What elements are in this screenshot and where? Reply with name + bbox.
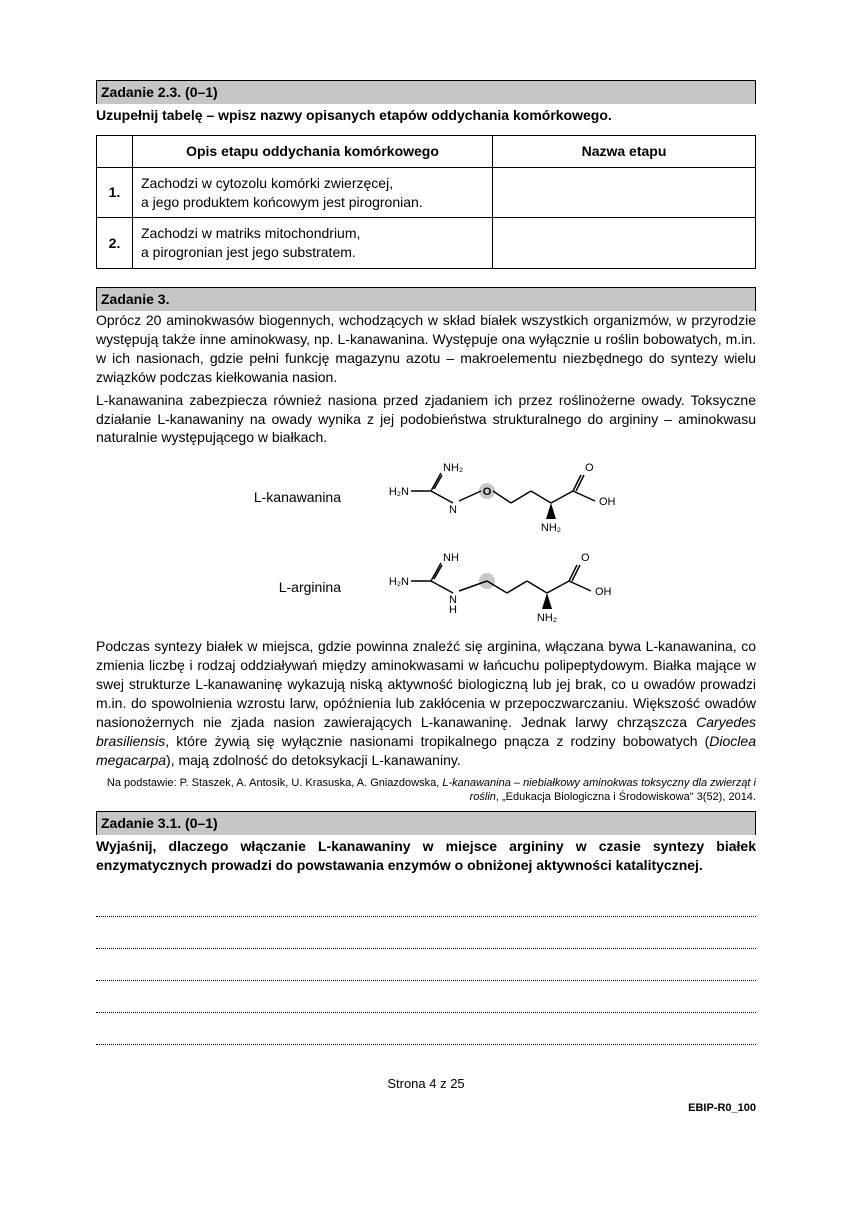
desc-line: a jego produktem końcowym jest pirogroni… xyxy=(141,194,423,210)
svg-text:H₂N: H₂N xyxy=(389,576,409,588)
text-span: , które żywią się wyłącznie nasionami tr… xyxy=(165,733,709,749)
arginina-svg: H₂N NH N H NH₂ O OH xyxy=(381,547,641,627)
answer-line[interactable] xyxy=(96,927,756,949)
text-span: Podczas syntezy białek w miejsca, gdzie … xyxy=(96,638,756,730)
svg-text:OH: OH xyxy=(595,586,612,598)
svg-text:O: O xyxy=(483,486,492,498)
answer-line[interactable] xyxy=(96,991,756,1013)
row-desc: Zachodzi w cytozolu komórki zwierzęcej, … xyxy=(133,167,493,218)
row-desc: Zachodzi w matriks mitochondrium, a piro… xyxy=(133,218,493,269)
row-num: 1. xyxy=(97,167,133,218)
chem-label-arginina: L-arginina xyxy=(211,578,341,597)
row-num: 2. xyxy=(97,218,133,269)
svg-text:OH: OH xyxy=(599,496,616,508)
svg-text:NH₂: NH₂ xyxy=(541,522,561,534)
text-span: ), mają zdolność do detoksykacji L-kanaw… xyxy=(166,752,461,768)
svg-text:NH: NH xyxy=(443,552,459,564)
table-row: 1. Zachodzi w cytozolu komórki zwierzęce… xyxy=(97,167,756,218)
row-name-input[interactable] xyxy=(493,218,756,269)
svg-text:NH₂: NH₂ xyxy=(443,462,463,474)
chem-structure-kanawanina: L-kanawanina H₂N NH₂ N O NH₂ O OH xyxy=(96,457,756,537)
svg-text:O: O xyxy=(585,462,594,474)
svg-text:O: O xyxy=(581,552,590,564)
row-name-input[interactable] xyxy=(493,167,756,218)
task-3-para1: Oprócz 20 aminokwasów biogennych, wchodz… xyxy=(96,311,756,387)
task-3-1-instruction: Wyjaśnij, dlaczego włączanie L-kanawanin… xyxy=(96,837,756,875)
chem-label-kanawanina: L-kanawanina xyxy=(211,488,341,507)
answer-lines[interactable] xyxy=(96,895,756,1045)
chem-structure-arginina: L-arginina H₂N NH N H NH₂ O OH xyxy=(96,547,756,627)
answer-line[interactable] xyxy=(96,1023,756,1045)
citation-pre: Na podstawie: P. Staszek, A. Antosik, U.… xyxy=(107,777,442,789)
citation: Na podstawie: P. Staszek, A. Antosik, U.… xyxy=(96,776,756,806)
footer-code: EBIP-R0_100 xyxy=(96,1101,756,1116)
task-3-header: Zadanie 3. xyxy=(96,287,756,311)
svg-text:H: H xyxy=(449,604,457,616)
svg-text:H₂N: H₂N xyxy=(389,486,409,498)
respiration-table: Opis etapu oddychania komórkowego Nazwa … xyxy=(96,135,756,269)
col-desc-header: Opis etapu oddychania komórkowego xyxy=(133,135,493,167)
table-row: 2. Zachodzi w matriks mitochondrium, a p… xyxy=(97,218,756,269)
page-footer: Strona 4 z 25 xyxy=(96,1075,756,1093)
kanawanina-svg: H₂N NH₂ N O NH₂ O OH xyxy=(381,457,641,537)
citation-post: , „Edukacja Biologiczna i Środowiskowa" … xyxy=(496,791,756,803)
svg-text:N: N xyxy=(449,504,457,516)
task-3-para2: L-kanawanina zabezpiecza również nasiona… xyxy=(96,391,756,448)
task-3-1-header: Zadanie 3.1. (0–1) xyxy=(96,811,756,835)
task-2-3-instruction: Uzupełnij tabelę – wpisz nazwy opisanych… xyxy=(96,106,756,125)
desc-line: a pirogronian jest jego substratem. xyxy=(141,244,356,260)
answer-line[interactable] xyxy=(96,895,756,917)
svg-text:NH₂: NH₂ xyxy=(537,612,557,624)
desc-line: Zachodzi w cytozolu komórki zwierzęcej, xyxy=(141,175,393,191)
col-name-header: Nazwa etapu xyxy=(493,135,756,167)
task-3-para3: Podczas syntezy białek w miejsca, gdzie … xyxy=(96,637,756,769)
task-2-3-header: Zadanie 2.3. (0–1) xyxy=(96,80,756,104)
answer-line[interactable] xyxy=(96,959,756,981)
col-num-header xyxy=(97,135,133,167)
desc-line: Zachodzi w matriks mitochondrium, xyxy=(141,225,360,241)
